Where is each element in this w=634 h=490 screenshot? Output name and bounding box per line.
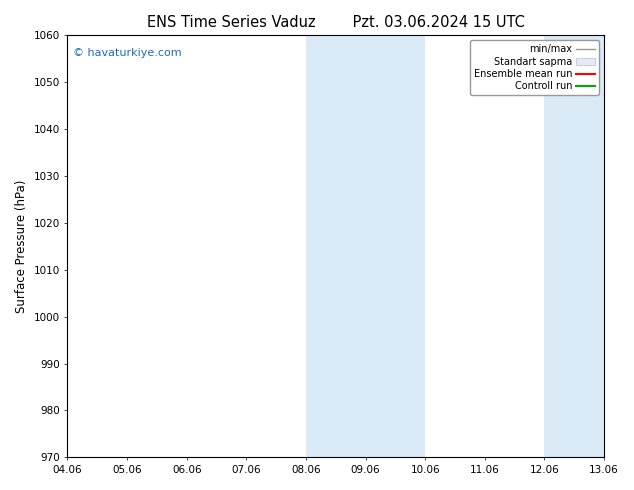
- Y-axis label: Surface Pressure (hPa): Surface Pressure (hPa): [15, 180, 28, 313]
- Legend: min/max, Standart sapma, Ensemble mean run, Controll run: min/max, Standart sapma, Ensemble mean r…: [470, 40, 599, 95]
- Title: ENS Time Series Vaduz        Pzt. 03.06.2024 15 UTC: ENS Time Series Vaduz Pzt. 03.06.2024 15…: [147, 15, 525, 30]
- Text: © havaturkiye.com: © havaturkiye.com: [73, 48, 181, 58]
- Bar: [306, 35, 425, 457]
- Bar: [545, 35, 604, 457]
